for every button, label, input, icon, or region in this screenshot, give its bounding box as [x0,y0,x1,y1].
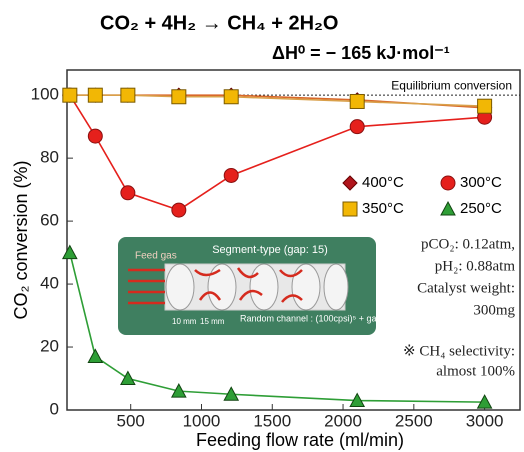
y-tick-label: 40 [40,274,59,293]
legend-label: 250°C [460,200,502,217]
data-point [63,246,77,259]
chart: CO₂ + 4H₂ → CH₄ + 2H₂O ΔH⁰ = − 165 kJ·mo… [0,0,524,452]
annotation: pCO₂: 0.12atm, [421,236,515,252]
legend-marker [343,202,357,216]
x-tick-label: 1500 [253,411,291,430]
data-point [224,168,238,182]
inset-dim2: 15 mm [200,317,225,326]
legend-marker [343,176,357,190]
x-tick-label: 2500 [395,411,433,430]
enthalpy: ΔH⁰ = − 165 kJ·mol⁻¹ [272,43,450,63]
data-point [172,90,186,104]
data-point [121,88,135,102]
data-point [121,372,135,385]
y-axis-label: CO₂ conversion (%) [11,160,31,319]
legend-marker [441,176,455,190]
x-tick-label: 2000 [324,411,362,430]
data-point [478,99,492,113]
y-tick-label: 60 [40,211,59,230]
data-point [350,94,364,108]
x-axis-label: Feeding flow rate (ml/min) [196,430,404,450]
inset-diagram: Feed gas Segment-type (gap: 15) 10 mm 15… [118,237,382,335]
inset-title: Segment-type (gap: 15) [212,244,328,256]
annotation: pH₂: 0.88atm [435,258,516,274]
annotation: almost 100% [436,363,515,379]
annotation: Catalyst weight: [417,280,515,296]
y-tick-label: 0 [50,399,59,418]
inset-channel: Random channel : (100cpsi)⁵ + gap [240,313,382,323]
x-tick-label: 500 [117,411,145,430]
legend-label: 350°C [362,200,404,217]
legend-label: 400°C [362,174,404,191]
x-tick-label: 1000 [183,411,221,430]
inset-dim1: 10 mm [172,317,197,326]
data-point [63,88,77,102]
data-point [121,186,135,200]
data-point [350,120,364,134]
data-point [88,349,102,362]
chart-title: CO₂ + 4H₂ → CH₄ + 2H₂O [100,12,338,34]
x-tick-label: 3000 [466,411,504,430]
legend-label: 300°C [460,174,502,191]
annotation: ※ CH₄ selectivity: [403,343,515,359]
data-point [88,88,102,102]
data-point [88,129,102,143]
inset-feed: Feed gas [135,251,177,262]
y-tick-label: 80 [40,148,59,167]
annotation: 300mg [473,302,515,318]
y-tick-label: 20 [40,337,59,356]
equilibrium-label: Equilibrium conversion [391,78,512,92]
y-tick-label: 100 [31,85,59,104]
data-point [172,203,186,217]
legend-marker [441,202,455,215]
data-point [224,90,238,104]
